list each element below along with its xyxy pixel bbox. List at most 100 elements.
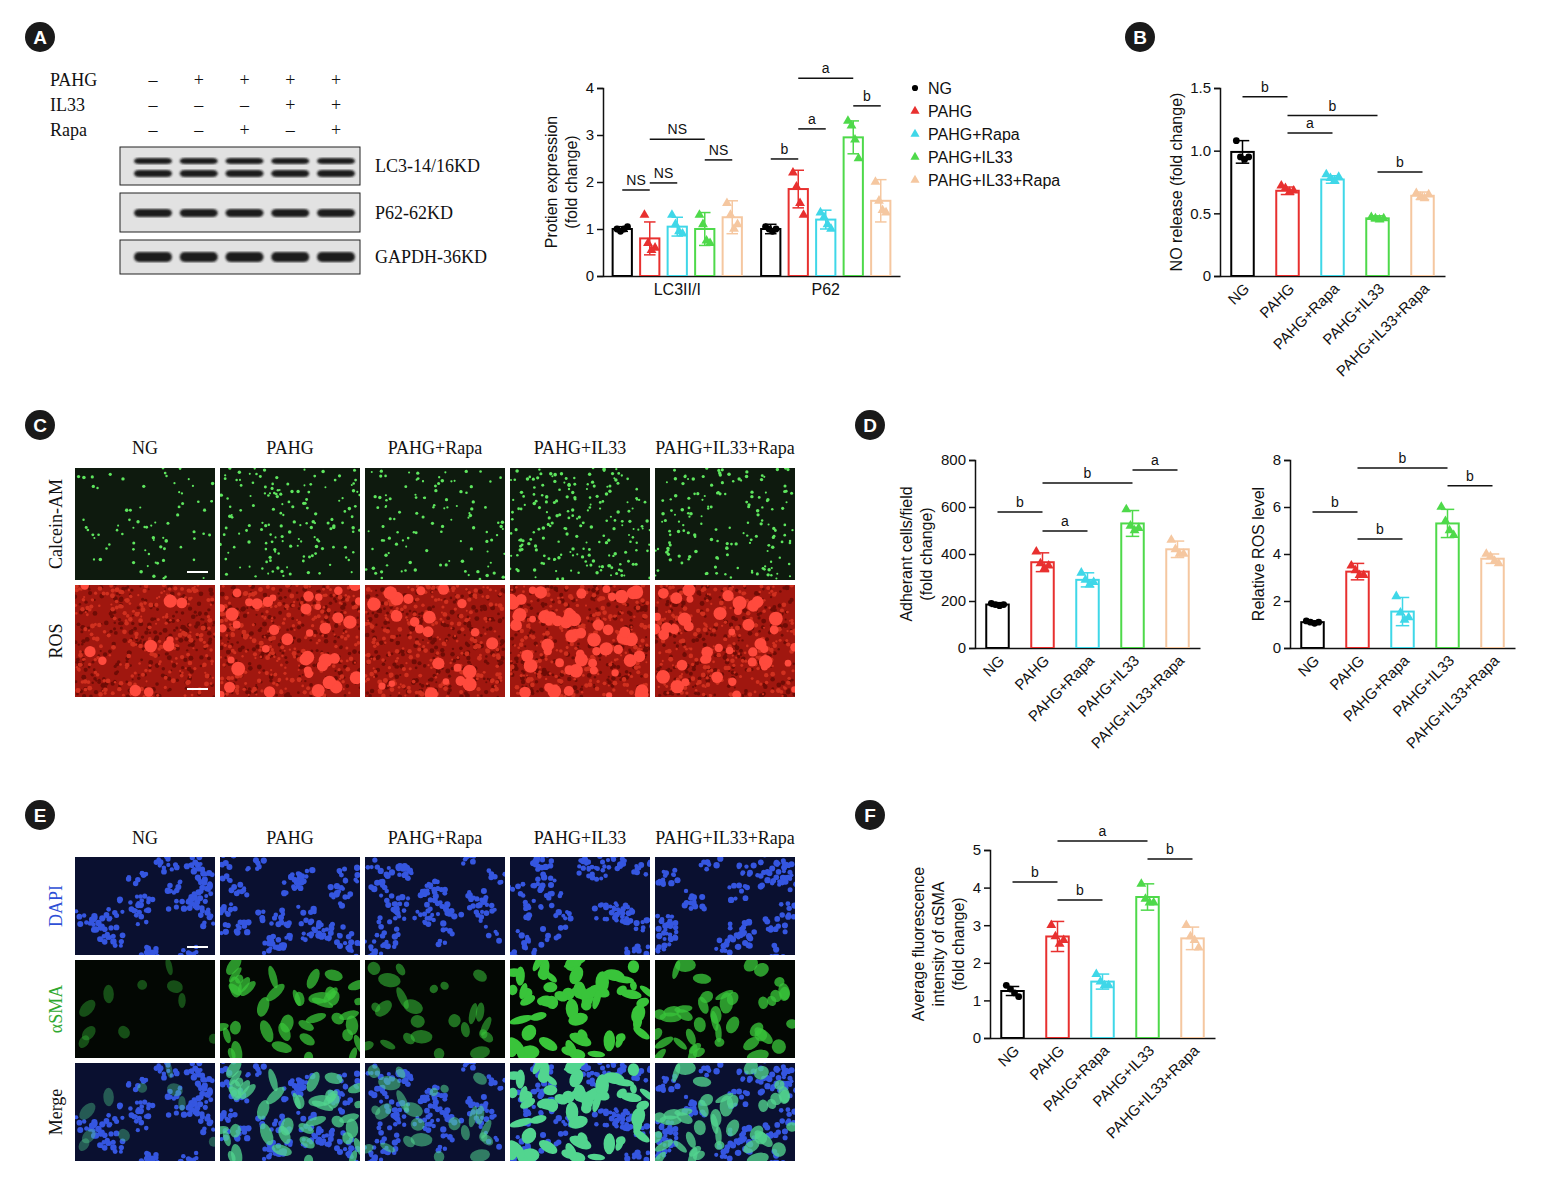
cell-dot: [354, 479, 357, 482]
cell-dot: [581, 555, 584, 558]
noise-dot: [248, 666, 253, 671]
cell-dot: [268, 556, 271, 559]
noise-dot: [75, 595, 77, 599]
noise-dot: [242, 688, 245, 691]
cell-dot: [737, 477, 740, 480]
noise-dot: [210, 597, 214, 601]
noise-dot: [335, 600, 338, 603]
cell-dot: [297, 545, 299, 547]
cell-dot: [641, 525, 644, 528]
ros-blob: [281, 633, 293, 645]
cell-dot: [293, 520, 296, 523]
cell-dot: [610, 566, 613, 569]
noise-dot: [204, 682, 209, 687]
cell-dot: [636, 542, 638, 544]
noise-dot: [109, 654, 112, 657]
noise-dot: [96, 673, 100, 677]
noise-dot: [120, 626, 123, 629]
noise-dot: [262, 622, 267, 627]
column-head: NG: [132, 438, 158, 458]
noise-dot: [259, 654, 264, 659]
cell-dot: [484, 506, 487, 509]
cell-dot: [276, 566, 279, 569]
cell-dot: [538, 506, 541, 509]
cell-dot: [238, 533, 240, 535]
blot-band: [226, 170, 264, 177]
cell-dot: [627, 501, 629, 503]
cell-dot: [669, 558, 672, 561]
cell-dot: [684, 475, 686, 477]
noise-dot: [418, 616, 420, 618]
treatment-sign: +: [331, 120, 341, 140]
noise-dot: [82, 658, 85, 661]
noise-dot: [155, 623, 157, 625]
cell-dot: [405, 546, 407, 548]
cell-dot: [727, 472, 731, 476]
cell-dot: [661, 499, 664, 502]
cell-dot: [314, 536, 316, 538]
noise-dot: [288, 585, 291, 587]
cell-dot: [609, 564, 612, 567]
noise-dot: [171, 661, 173, 663]
cell-dot: [717, 558, 719, 560]
cell-dot: [584, 560, 587, 563]
ros-blob: [305, 669, 314, 678]
cell-dot: [446, 506, 448, 508]
noise-dot: [285, 585, 290, 588]
cell-dot: [688, 507, 691, 510]
noise-dot: [291, 604, 295, 608]
noise-dot: [281, 652, 284, 655]
cell-dot: [288, 501, 291, 504]
noise-dot: [95, 637, 100, 642]
cell-dot: [233, 546, 236, 549]
noise-dot: [186, 680, 191, 685]
noise-dot: [179, 670, 181, 672]
cell-dot: [438, 476, 440, 478]
noise-dot: [475, 609, 479, 613]
cell-dot: [166, 522, 169, 525]
cell-dot: [384, 554, 387, 557]
cell-dot: [296, 490, 299, 493]
noise-dot: [180, 655, 184, 659]
noise-dot: [211, 663, 213, 665]
cell-dot: [269, 492, 271, 494]
cell-dot: [541, 562, 544, 565]
noise-dot: [183, 658, 187, 662]
cell-dot: [664, 519, 667, 522]
cell-dot: [605, 492, 609, 496]
cell-dot: [220, 543, 222, 546]
noise-dot: [83, 658, 86, 661]
noise-dot: [88, 630, 90, 632]
cell-dot: [596, 495, 599, 498]
noise-dot: [207, 608, 210, 611]
cell-dot: [687, 478, 689, 480]
cell-dot: [689, 512, 692, 515]
cell-dot: [776, 468, 779, 471]
noise-dot: [210, 682, 213, 685]
noise-dot: [344, 694, 347, 697]
cell-dot: [384, 506, 386, 508]
row-label: ROS: [46, 623, 66, 658]
noise-dot: [83, 679, 88, 684]
panel-letter-text: A: [33, 27, 47, 48]
noise-dot: [102, 591, 106, 595]
cell-dot: [515, 528, 518, 531]
cell-dot: [404, 569, 407, 572]
cell-dot: [511, 511, 514, 514]
noise-dot: [114, 631, 118, 635]
cell-dot: [351, 526, 354, 529]
cell-dot: [520, 508, 523, 511]
noise-dot: [353, 604, 358, 609]
cell-dot: [579, 524, 582, 527]
noise-dot: [212, 624, 214, 626]
cell-dot: [521, 548, 524, 551]
cell-dot: [657, 569, 660, 572]
cell-dot: [263, 468, 266, 471]
noise-dot: [320, 610, 324, 614]
noise-dot: [91, 682, 93, 684]
cell-dot: [203, 509, 206, 512]
cell-dot: [565, 477, 568, 480]
cell-dot: [249, 473, 251, 475]
cell-dot: [534, 544, 537, 547]
cell-dot: [655, 574, 656, 576]
